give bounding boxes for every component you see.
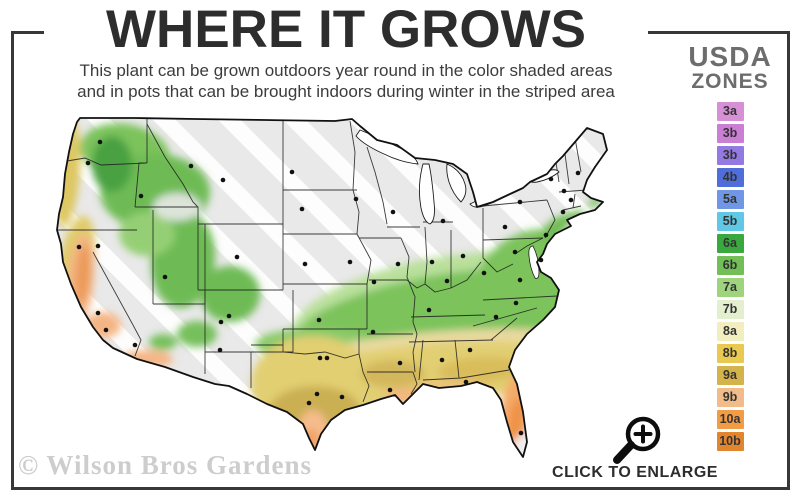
- zone-chip-6a: 6a: [716, 234, 744, 253]
- zone-chip-6b: 6b: [716, 256, 744, 275]
- zone-chip-3b: 3b: [716, 124, 744, 143]
- subtitle: This plant can be grown outdoors year ro…: [44, 60, 648, 102]
- watermark: © Wilson Bros Gardens: [18, 450, 312, 480]
- legend-title-usda: USDA: [688, 41, 772, 72]
- zone-chip-7a: 7a: [716, 278, 744, 297]
- zone-chip-9b: 9b: [716, 388, 744, 407]
- us-zone-map[interactable]: [15, 112, 615, 472]
- us-outline: [56, 117, 608, 458]
- zone-list: 3a 3b 3b 4b 5a 5b 6a 6b 7a 7b 8a 8b 9a 9b 10a 10b: [676, 102, 784, 451]
- zone-chip-5a: 5a: [716, 190, 744, 209]
- legend-title-zones: ZONES: [691, 70, 769, 93]
- zone-chip-7b: 7b: [716, 300, 744, 319]
- zone-chip-5b: 5b: [716, 212, 744, 231]
- title-block: WHERE IT GROWS: [44, 2, 648, 60]
- zone-chip-8a: 8a: [716, 322, 744, 341]
- zone-chip-3a: 3a: [716, 102, 744, 121]
- click-to-enlarge-label[interactable]: CLICK TO ENLARGE: [552, 464, 718, 481]
- city-dots: [76, 139, 581, 436]
- zone-chip-8b: 8b: [716, 344, 744, 363]
- state-borders: [57, 118, 588, 403]
- page-title: WHERE IT GROWS: [106, 0, 586, 59]
- zone-chip-3b: 3b: [716, 146, 744, 165]
- magnifier-icon[interactable]: [600, 410, 670, 470]
- usda-zones-legend: USDA ZONES 3a 3b 3b 4b 5a 5b 6a 6b 7a 7b 8a 8b 9a 9b 1…: [676, 42, 784, 454]
- zone-chip-9a: 9a: [716, 366, 744, 385]
- zone-chip-4b: 4b: [716, 168, 744, 187]
- zone-chip-10b: 10b: [716, 432, 744, 451]
- subtitle-line-2: and in pots that can be brought indoors …: [77, 82, 615, 101]
- subtitle-line-1: This plant can be grown outdoors year ro…: [79, 61, 613, 80]
- map-color-regions: [57, 118, 607, 457]
- zone-chip-10a: 10a: [716, 410, 744, 429]
